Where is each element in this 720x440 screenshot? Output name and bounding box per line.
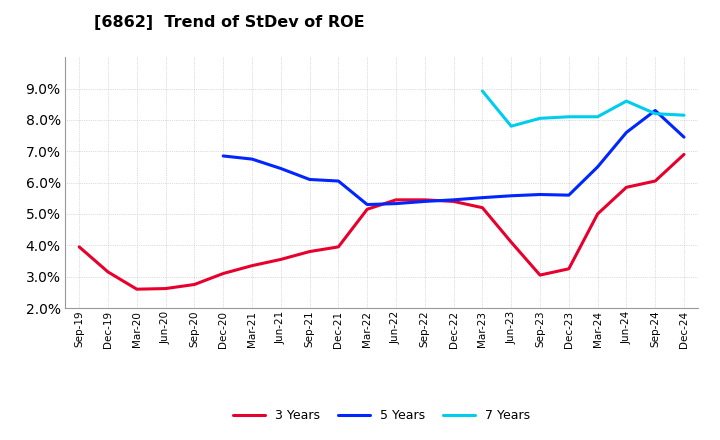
5 Years [276, 166, 285, 171]
5 Years [507, 193, 516, 198]
Line: 7 Years: 7 Years [482, 91, 684, 126]
3 Years [248, 263, 256, 268]
3 Years [593, 211, 602, 216]
5 Years [363, 202, 372, 207]
5 Years [334, 178, 343, 183]
7 Years [593, 114, 602, 119]
7 Years [622, 99, 631, 104]
7 Years [536, 116, 544, 121]
3 Years [161, 286, 170, 291]
3 Years [305, 249, 314, 254]
7 Years [651, 111, 660, 116]
3 Years [680, 152, 688, 157]
5 Years [651, 108, 660, 113]
5 Years [593, 164, 602, 169]
3 Years [536, 272, 544, 278]
7 Years [507, 124, 516, 129]
Text: [6862]  Trend of StDev of ROE: [6862] Trend of StDev of ROE [94, 15, 364, 30]
3 Years [219, 271, 228, 276]
3 Years [622, 185, 631, 190]
5 Years [449, 197, 458, 202]
5 Years [680, 135, 688, 140]
5 Years [622, 130, 631, 135]
3 Years [363, 207, 372, 212]
3 Years [420, 197, 429, 202]
7 Years [478, 88, 487, 94]
3 Years [75, 244, 84, 249]
5 Years [392, 201, 400, 206]
3 Years [564, 266, 573, 271]
3 Years [449, 199, 458, 204]
5 Years [536, 192, 544, 197]
7 Years [564, 114, 573, 119]
3 Years [104, 269, 112, 275]
3 Years [392, 197, 400, 202]
3 Years [276, 257, 285, 262]
Line: 3 Years: 3 Years [79, 154, 684, 289]
5 Years [420, 199, 429, 204]
3 Years [478, 205, 487, 210]
5 Years [305, 177, 314, 182]
5 Years [478, 195, 487, 200]
5 Years [219, 153, 228, 158]
7 Years [680, 113, 688, 118]
3 Years [651, 178, 660, 183]
Legend: 3 Years, 5 Years, 7 Years: 3 Years, 5 Years, 7 Years [228, 404, 535, 427]
Line: 5 Years: 5 Years [223, 110, 684, 205]
3 Years [334, 244, 343, 249]
3 Years [507, 239, 516, 245]
5 Years [564, 193, 573, 198]
5 Years [248, 157, 256, 162]
3 Years [132, 286, 141, 292]
3 Years [190, 282, 199, 287]
